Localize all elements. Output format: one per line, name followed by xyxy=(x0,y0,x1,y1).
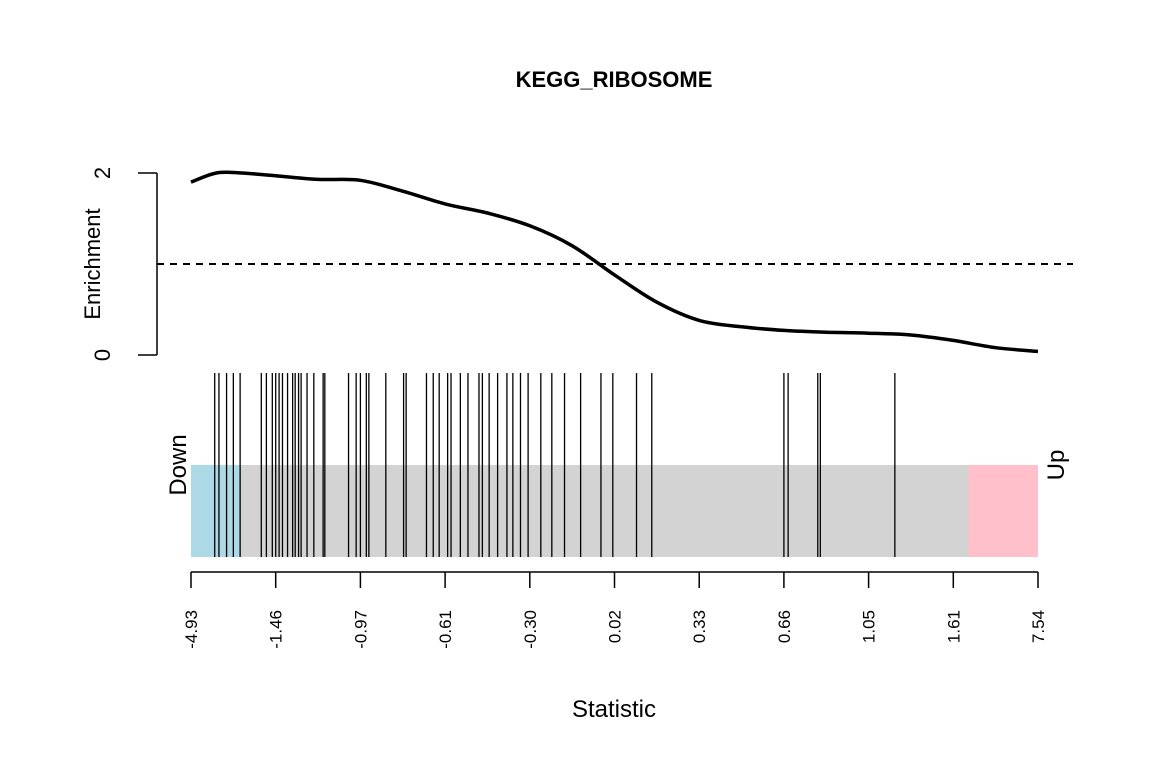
x-tick-label: 1.05 xyxy=(860,610,879,643)
y-tick-label-min: 0 xyxy=(90,349,115,361)
x-tick-label: -0.61 xyxy=(436,610,455,649)
x-tick-label: 0.02 xyxy=(606,610,625,643)
x-tick-label: 1.61 xyxy=(944,610,963,643)
x-axis-label: Statistic xyxy=(572,696,656,723)
x-ticks: -4.93 -1.46 -0.97 -0.61 -0.30 0.02 0.33 0.66 1.0… xyxy=(182,572,1048,649)
x-tick-label: -1.46 xyxy=(267,610,286,649)
barcode-background xyxy=(191,465,1038,557)
y-axis-label: Enrichment xyxy=(80,208,105,319)
x-tick-label: -0.30 xyxy=(521,610,540,649)
up-region xyxy=(968,465,1038,557)
x-tick-label: 0.66 xyxy=(775,610,794,643)
chart-title: KEGG_RIBOSOME xyxy=(516,67,713,92)
x-tick-label: 7.54 xyxy=(1029,610,1048,643)
gene-marks xyxy=(214,373,896,557)
y-tick-label-max: 2 xyxy=(90,167,115,179)
down-region xyxy=(191,465,241,557)
enrichment-curve xyxy=(190,170,1039,354)
x-tick-label: 0.33 xyxy=(690,610,709,643)
down-label: Down xyxy=(165,434,192,495)
x-tick-label: -0.97 xyxy=(351,610,370,649)
x-tick-label: -4.93 xyxy=(182,610,201,649)
up-label: Up xyxy=(1043,450,1070,481)
